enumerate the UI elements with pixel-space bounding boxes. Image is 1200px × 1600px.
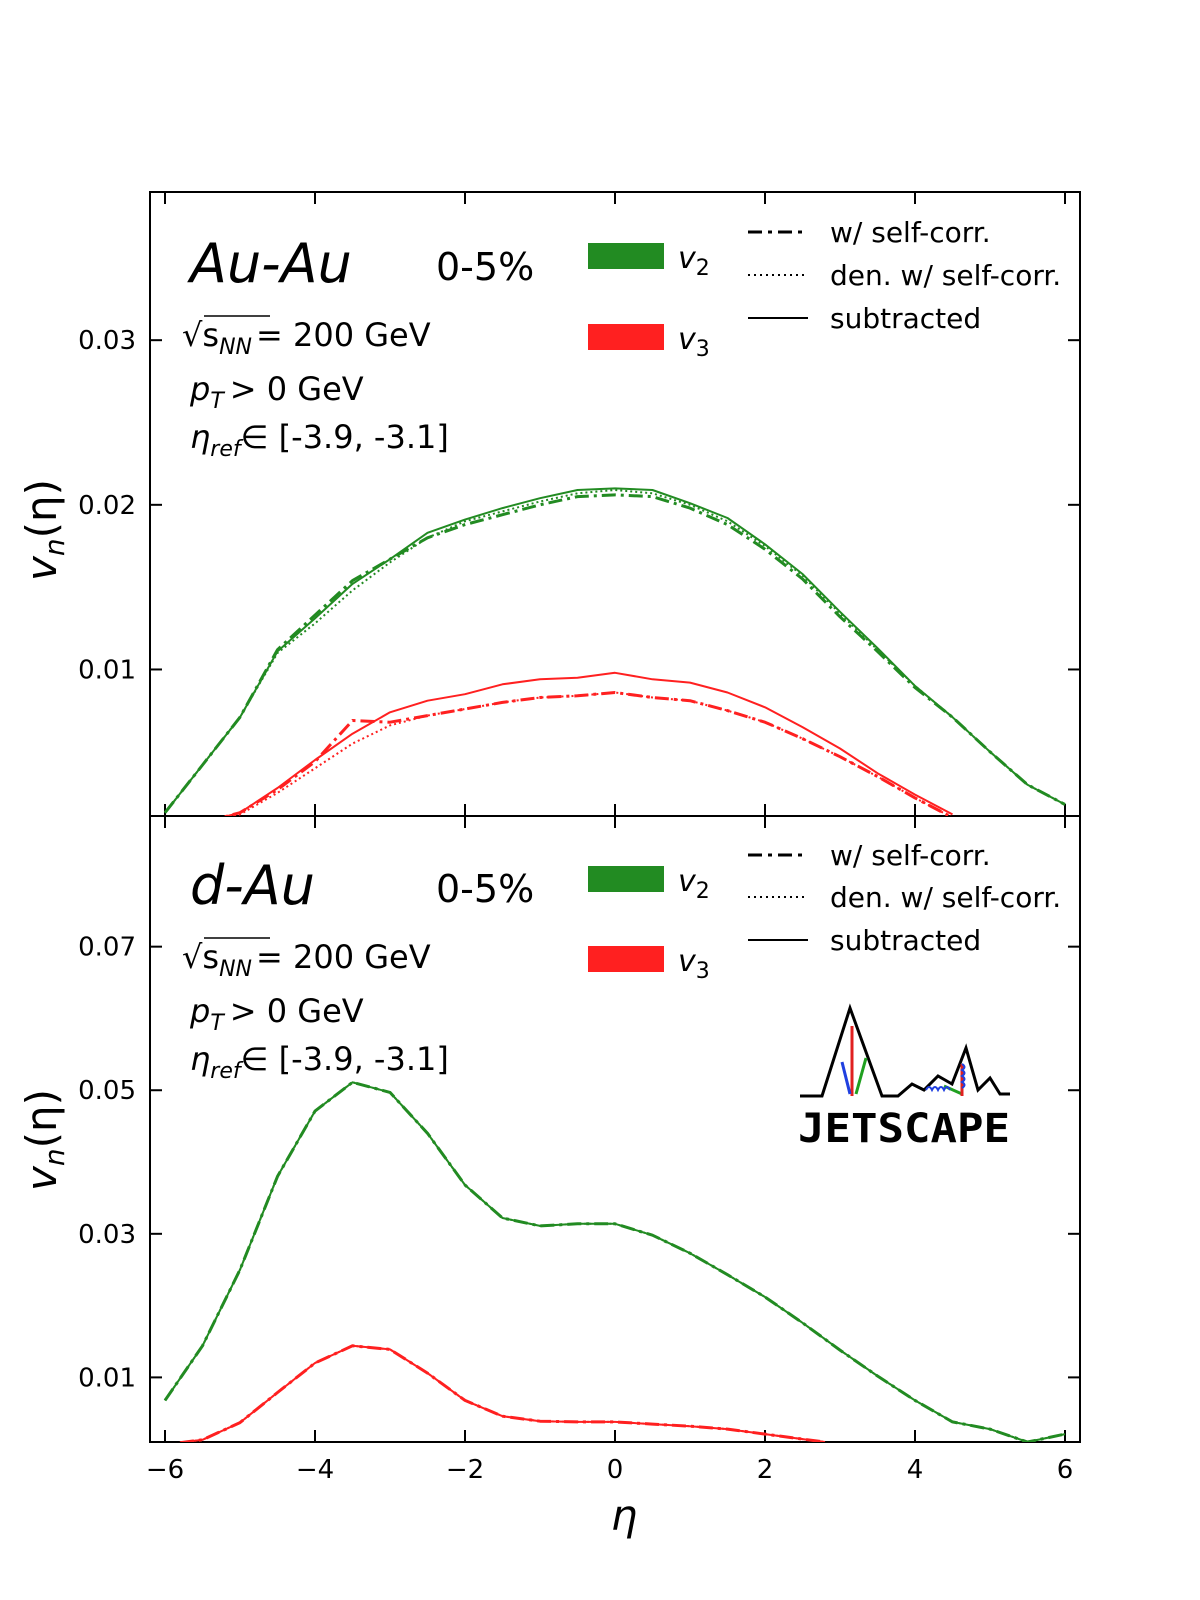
xtick-label: −6 xyxy=(146,1455,184,1485)
top-series-line-2 xyxy=(164,487,1066,814)
top-pt-label: pT > 0 GeV xyxy=(189,370,364,414)
top-series-line-4 xyxy=(228,691,952,816)
x-axis-title: η xyxy=(611,1491,638,1540)
bottom-system-label: d-Au xyxy=(190,854,315,917)
bottom-pt-label: pT > 0 GeV xyxy=(189,992,364,1036)
logo-green-line xyxy=(854,1057,868,1095)
top-ytick-label: 0.03 xyxy=(78,326,136,356)
bottom-ylabel-rest: (η) xyxy=(17,1089,66,1148)
top-legend-selfcorr-label: w/ self-corr. xyxy=(830,216,991,249)
logo-blue-coil xyxy=(925,1086,951,1093)
bottom-series-line-5 xyxy=(179,1344,826,1442)
top-legend-v3-label: v3 xyxy=(678,322,710,362)
bottom-centrality-label: 0-5% xyxy=(436,867,534,911)
jetscape-logo: JETSCAPE xyxy=(798,1003,1010,1152)
bottom-legend-den-label: den. w/ self-corr. xyxy=(830,881,1061,914)
top-eta-ref-label: ηref∈ [-3.9, -3.1] xyxy=(190,418,449,462)
bottom-axes: 0.01 0.03 0.05 0.07 −6 −4 −2 0 2 4 6 xyxy=(78,816,1080,1485)
top-system-label: Au-Au xyxy=(187,232,352,295)
top-series-line-1 xyxy=(164,489,1066,814)
top-series-line-3 xyxy=(221,691,953,816)
xtick-label: 4 xyxy=(907,1455,924,1485)
logo-blue-line xyxy=(840,1061,852,1095)
bottom-series-group xyxy=(163,1080,1066,1442)
bottom-ytick-label: 0.01 xyxy=(78,1363,136,1393)
xtick-label: −4 xyxy=(296,1455,334,1485)
bottom-ytick-label: 0.05 xyxy=(78,1076,136,1106)
top-legend-v2-swatch xyxy=(588,243,664,269)
logo-blue-coil-2 xyxy=(960,1063,966,1089)
top-axes: 0.01 0.02 0.03 xyxy=(78,192,1080,816)
top-series-line-5 xyxy=(223,671,953,816)
bottom-energy-label: √sNN = 200 GeV xyxy=(182,938,431,982)
bottom-legend-sub-label: subtracted xyxy=(830,924,981,957)
bottom-ytick-label: 0.03 xyxy=(78,1220,136,1250)
top-ylabel-sub: n xyxy=(38,538,71,556)
top-legend-sub-label: subtracted xyxy=(830,302,981,335)
xtick-label: 0 xyxy=(607,1455,624,1485)
bottom-legend-v3-label: v3 xyxy=(678,944,710,984)
top-energy-label: √sNN = 200 GeV xyxy=(182,316,431,360)
bottom-legend-selfcorr-label: w/ self-corr. xyxy=(830,839,991,872)
bottom-legend-v3-swatch xyxy=(588,946,664,972)
logo-text: JETSCAPE xyxy=(798,1106,1010,1152)
xtick-label: 2 xyxy=(757,1455,774,1485)
bottom-legend-v2-swatch xyxy=(588,866,664,892)
top-legend-v3-swatch xyxy=(588,324,664,350)
bottom-series-line-2 xyxy=(164,1081,1066,1442)
bottom-ylabel: vn(η) xyxy=(17,1089,71,1191)
top-legend-v2-label: v2 xyxy=(678,241,710,281)
top-ylabel: vn(η) xyxy=(17,479,71,581)
top-series-line-0 xyxy=(163,493,1066,814)
bottom-legend-v2-label: v2 xyxy=(678,864,710,904)
top-series-group xyxy=(163,487,1066,816)
top-ylabel-rest: (η) xyxy=(17,479,66,538)
xtick-label: −2 xyxy=(446,1455,484,1485)
bottom-eta-ref-label: ηref∈ [-3.9, -3.1] xyxy=(190,1040,449,1084)
bottom-ytick-label: 0.07 xyxy=(78,933,136,963)
logo-mountain-outline xyxy=(800,1003,1010,1098)
top-ytick-label: 0.02 xyxy=(78,491,136,521)
top-ytick-label: 0.01 xyxy=(78,655,136,685)
top-centrality-label: 0-5% xyxy=(436,245,534,289)
xtick-label: 6 xyxy=(1057,1455,1074,1485)
bottom-ylabel-sub: n xyxy=(38,1148,71,1166)
top-legend-den-label: den. w/ self-corr. xyxy=(830,259,1061,292)
